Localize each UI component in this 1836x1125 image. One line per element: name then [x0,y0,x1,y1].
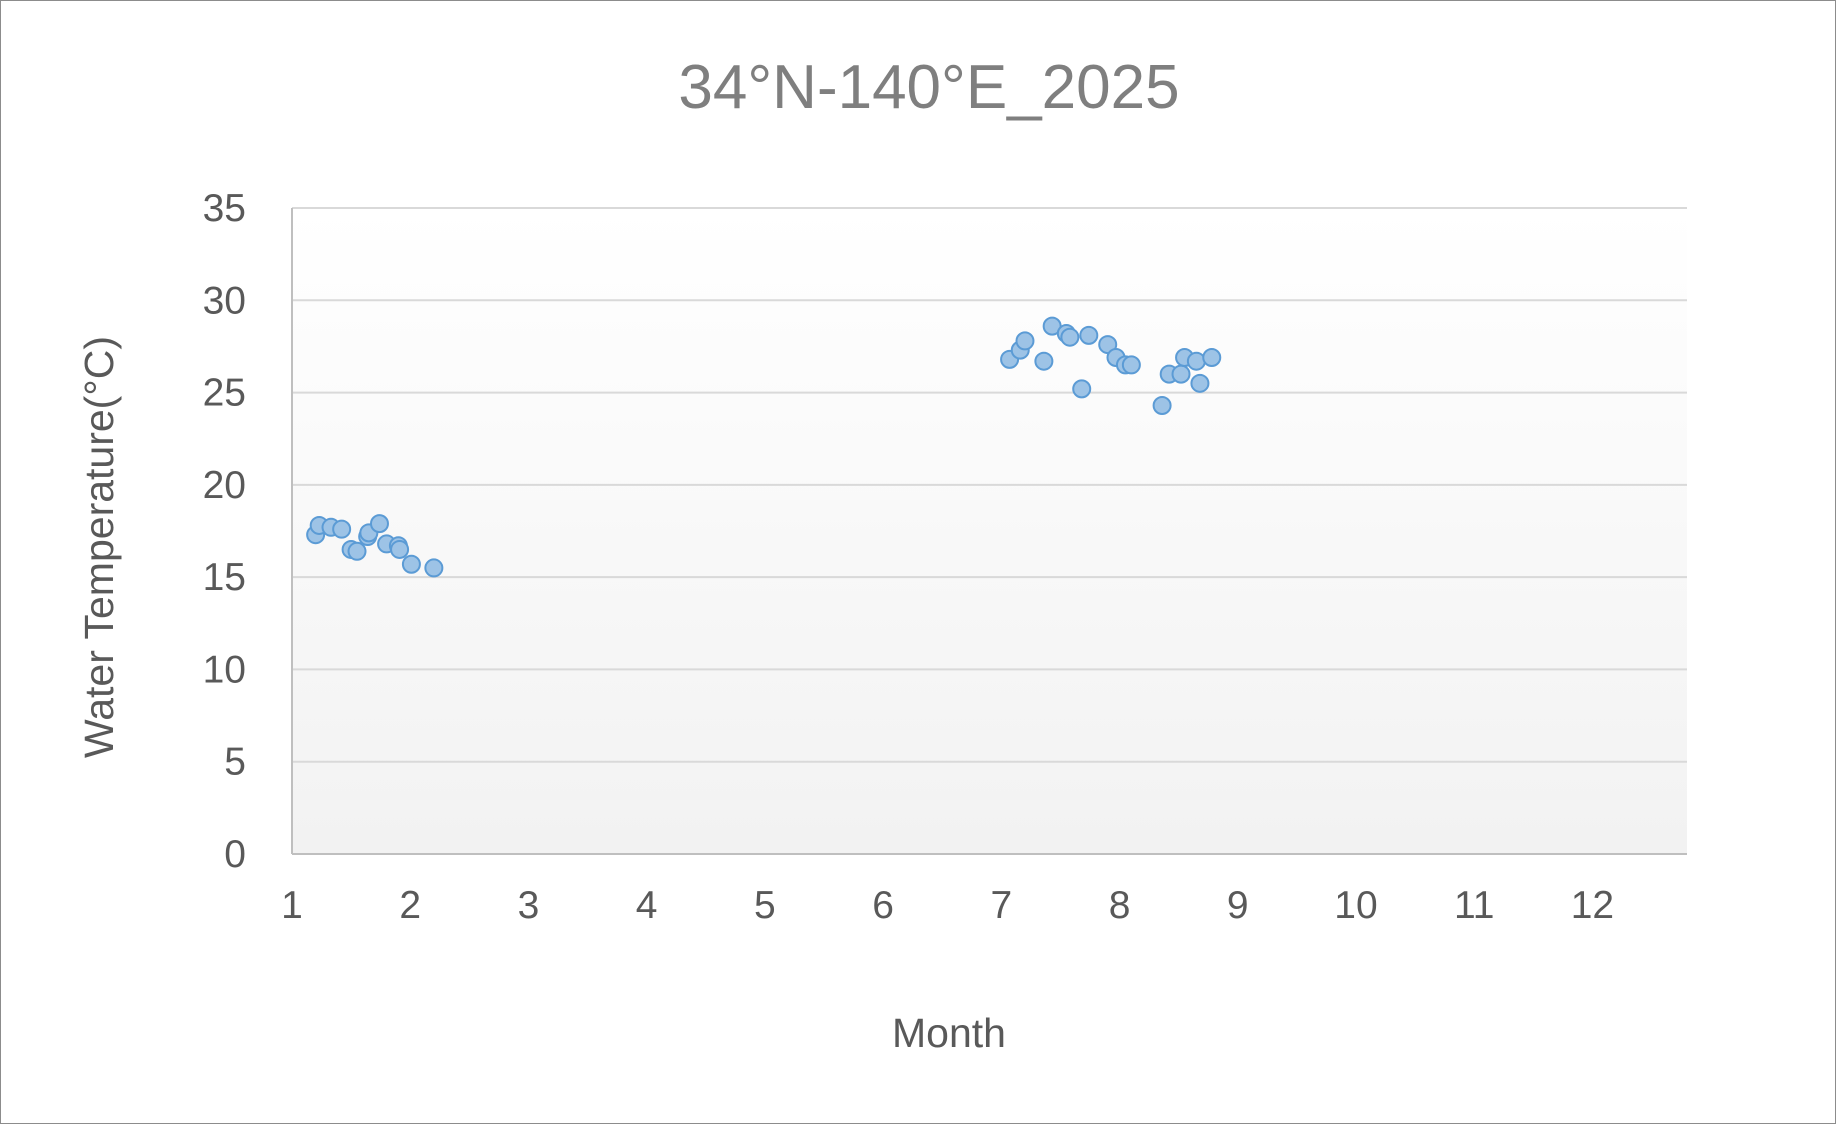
y-tick-label: 5 [224,741,246,784]
data-point [1202,348,1222,368]
x-axis-title: Month [892,1010,1006,1056]
data-point [401,554,421,574]
y-tick-label: 0 [224,833,246,876]
data-point [1060,327,1080,347]
data-point [390,539,410,559]
x-tick-label: 2 [399,884,421,927]
x-tick-label: 5 [754,884,776,927]
data-point [1015,331,1035,351]
data-point [369,514,389,534]
y-tick-label: 15 [203,556,246,599]
data-point [1190,373,1210,393]
x-tick-label: 1 [281,884,303,927]
data-point [1034,351,1054,371]
y-tick-label: 10 [203,648,246,691]
x-tick-label: 9 [1227,884,1249,927]
data-points [306,316,1222,578]
x-tick-label: 4 [636,884,658,927]
x-tick-label: 10 [1334,884,1377,927]
plot-area [292,208,1687,854]
data-point [332,519,352,539]
x-tick-label: 7 [990,884,1012,927]
y-tick-label: 20 [203,464,246,507]
data-point [347,541,367,561]
gridlines [292,207,1687,763]
data-point [1079,325,1099,345]
data-point [1072,379,1092,399]
data-point [1171,364,1191,384]
data-point [1152,395,1172,415]
axes [291,208,1687,855]
x-tick-label: 12 [1571,884,1614,927]
y-tick-label: 25 [203,372,246,415]
data-point [1121,355,1141,375]
chart-title: 34°N-140°E_2025 [678,53,1179,122]
y-tick-label: 35 [203,187,246,230]
x-tick-label: 3 [518,884,540,927]
data-point [424,558,444,578]
x-tick-label: 8 [1109,884,1131,927]
y-axis-title: Water Temperature(°C) [76,336,122,758]
x-tick-label: 11 [1454,884,1495,927]
y-tick-label: 30 [203,279,246,322]
data-point [1186,351,1206,371]
x-tick-label: 6 [872,884,894,927]
